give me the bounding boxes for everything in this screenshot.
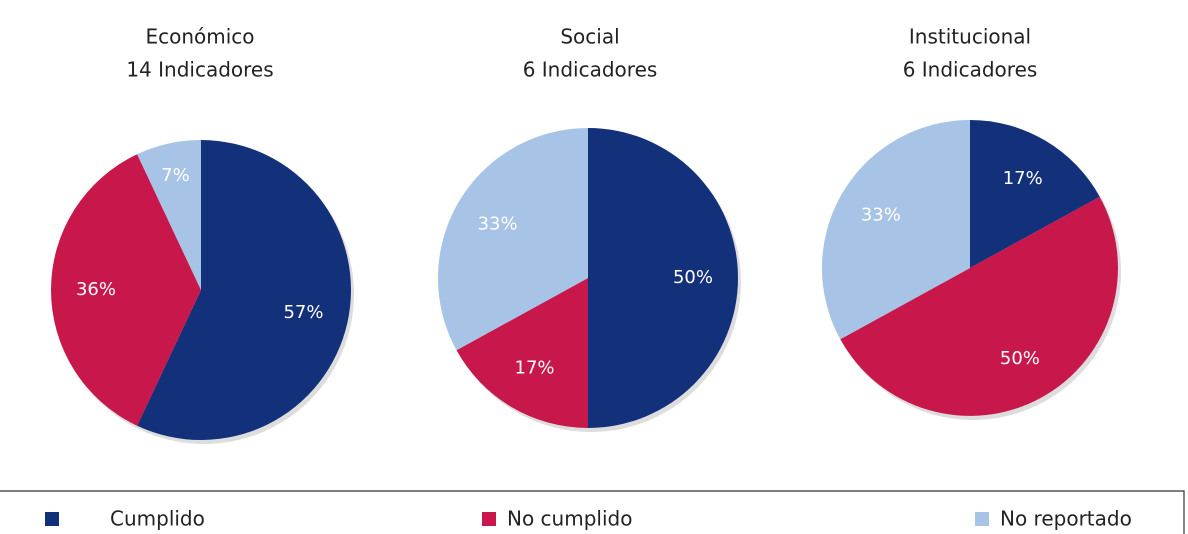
legend-swatch — [45, 512, 59, 526]
legend-swatch — [482, 512, 496, 526]
pie-slice — [822, 120, 970, 340]
legend-frame — [0, 490, 1185, 534]
slice-label: 57% — [283, 302, 323, 323]
chart-subtitle: 6 Indicadores — [523, 58, 658, 82]
chart-title: Social — [560, 25, 619, 49]
chart-title: Institucional — [909, 25, 1031, 49]
pie-slice — [137, 140, 351, 441]
slice-label: 7% — [161, 165, 190, 186]
legend-label: No reportado — [1000, 507, 1132, 531]
legend-label: Cumplido — [110, 507, 205, 531]
slice-label: 17% — [515, 357, 555, 378]
slice-label: 33% — [478, 214, 518, 235]
pie-slice — [50, 154, 201, 426]
chart-subtitle: 14 Indicadores — [126, 58, 273, 82]
legend-label: No cumplido — [507, 507, 632, 531]
pie-slice — [840, 196, 1118, 416]
slice-label: 50% — [673, 267, 713, 288]
pie-slice — [437, 128, 588, 351]
legend-swatch — [975, 512, 989, 526]
pie-slice — [588, 128, 738, 428]
slice-label: 50% — [1000, 348, 1040, 369]
pie-slice — [137, 140, 201, 290]
slice-label: 33% — [861, 204, 901, 225]
pie-slice — [970, 120, 1100, 268]
pie-slice — [456, 278, 588, 428]
slice-label: 17% — [1003, 168, 1043, 189]
chart-title: Económico — [145, 25, 254, 49]
chart-subtitle: 6 Indicadores — [903, 58, 1038, 82]
slice-label: 36% — [76, 279, 116, 300]
